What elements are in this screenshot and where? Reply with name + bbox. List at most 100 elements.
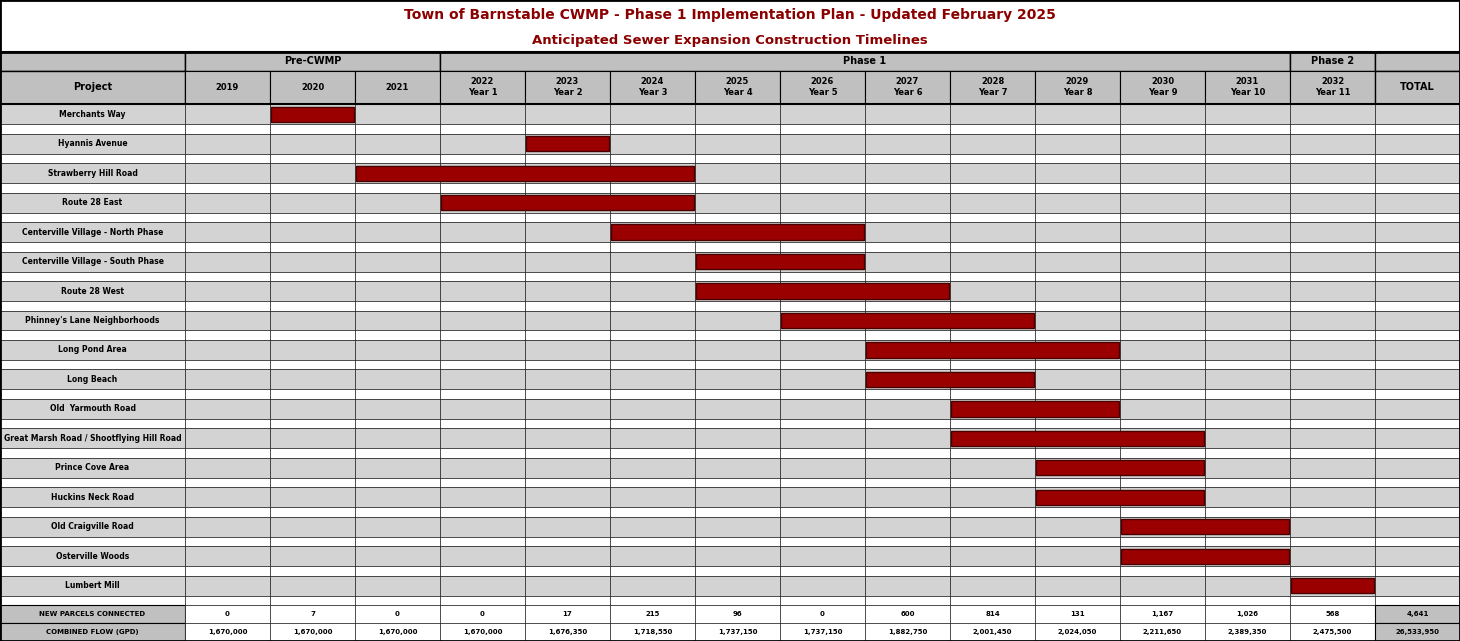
Bar bbox=[185, 478, 270, 487]
Bar bbox=[695, 576, 780, 595]
Bar bbox=[0, 623, 185, 641]
Bar bbox=[439, 192, 526, 213]
Bar bbox=[0, 369, 185, 390]
Bar bbox=[696, 283, 949, 299]
Bar bbox=[185, 192, 270, 213]
Bar bbox=[1035, 507, 1120, 517]
Text: 2026
Year 5: 2026 Year 5 bbox=[807, 78, 838, 97]
Bar bbox=[950, 242, 1035, 251]
Bar bbox=[439, 183, 526, 192]
Bar bbox=[1120, 183, 1204, 192]
Bar bbox=[185, 272, 270, 281]
Text: 2,211,650: 2,211,650 bbox=[1143, 629, 1183, 635]
Bar bbox=[185, 134, 270, 154]
Bar bbox=[950, 605, 1035, 623]
Bar bbox=[0, 360, 185, 369]
Bar bbox=[526, 487, 610, 507]
Bar bbox=[270, 369, 355, 390]
Bar bbox=[864, 71, 950, 104]
Bar bbox=[1204, 537, 1291, 546]
Text: TOTAL: TOTAL bbox=[1400, 82, 1435, 92]
Bar bbox=[355, 399, 439, 419]
Bar bbox=[610, 566, 695, 576]
Bar bbox=[1375, 272, 1460, 281]
Bar bbox=[1035, 605, 1120, 623]
Bar bbox=[864, 331, 950, 340]
Bar bbox=[780, 281, 864, 301]
Bar bbox=[355, 134, 439, 154]
Bar bbox=[1204, 428, 1291, 449]
Bar bbox=[1291, 340, 1375, 360]
Bar bbox=[526, 507, 610, 517]
Bar bbox=[864, 222, 950, 242]
Bar bbox=[185, 605, 270, 623]
Bar bbox=[950, 213, 1035, 222]
Bar bbox=[526, 124, 610, 134]
Bar bbox=[185, 213, 270, 222]
Bar bbox=[1375, 340, 1460, 360]
Bar bbox=[1204, 623, 1291, 641]
Bar bbox=[439, 595, 526, 605]
Bar bbox=[864, 154, 950, 163]
Bar bbox=[610, 154, 695, 163]
Bar bbox=[864, 419, 950, 428]
Bar bbox=[950, 134, 1035, 154]
Bar bbox=[0, 537, 185, 546]
Text: 2,001,450: 2,001,450 bbox=[972, 629, 1012, 635]
Bar bbox=[1375, 566, 1460, 576]
Bar bbox=[185, 576, 270, 595]
Bar bbox=[270, 222, 355, 242]
Bar bbox=[355, 310, 439, 331]
Text: Huckins Neck Road: Huckins Neck Road bbox=[51, 493, 134, 502]
Bar bbox=[1120, 360, 1204, 369]
Text: 1,670,000: 1,670,000 bbox=[293, 629, 333, 635]
Bar bbox=[950, 428, 1035, 449]
Bar bbox=[1204, 281, 1291, 301]
Bar bbox=[950, 192, 1035, 213]
Bar bbox=[780, 301, 864, 310]
Bar bbox=[1375, 154, 1460, 163]
Bar bbox=[526, 331, 610, 340]
Bar bbox=[185, 222, 270, 242]
Bar bbox=[185, 281, 270, 301]
Text: 1,026: 1,026 bbox=[1237, 611, 1259, 617]
Bar bbox=[270, 360, 355, 369]
Bar bbox=[1204, 301, 1291, 310]
Text: Prince Cove Area: Prince Cove Area bbox=[55, 463, 130, 472]
Bar bbox=[695, 154, 780, 163]
Bar bbox=[0, 183, 185, 192]
Bar bbox=[1035, 222, 1120, 242]
Bar bbox=[1120, 478, 1204, 487]
Bar bbox=[526, 340, 610, 360]
Bar bbox=[864, 546, 950, 566]
Bar bbox=[185, 360, 270, 369]
Bar bbox=[1291, 623, 1375, 641]
Bar bbox=[1291, 537, 1375, 546]
Text: 814: 814 bbox=[986, 611, 1000, 617]
Bar bbox=[950, 251, 1035, 272]
Bar bbox=[1291, 154, 1375, 163]
Bar bbox=[270, 546, 355, 566]
Bar bbox=[780, 331, 864, 340]
Bar bbox=[270, 272, 355, 281]
Bar bbox=[439, 576, 526, 595]
Bar bbox=[355, 104, 439, 124]
Bar bbox=[1375, 51, 1460, 71]
Text: 215: 215 bbox=[645, 611, 660, 617]
Text: 0: 0 bbox=[225, 611, 229, 617]
Bar bbox=[950, 449, 1035, 458]
Bar bbox=[1375, 517, 1460, 537]
Text: 1,670,000: 1,670,000 bbox=[463, 629, 502, 635]
Bar bbox=[780, 310, 864, 331]
Bar bbox=[950, 431, 1204, 446]
Bar bbox=[439, 537, 526, 546]
Bar bbox=[355, 163, 439, 183]
Bar bbox=[864, 183, 950, 192]
Bar bbox=[610, 517, 695, 537]
Text: 568: 568 bbox=[1326, 611, 1340, 617]
Bar bbox=[1204, 449, 1291, 458]
Bar bbox=[1035, 458, 1120, 478]
Bar bbox=[1035, 369, 1120, 390]
Bar bbox=[950, 487, 1035, 507]
Bar bbox=[1035, 251, 1120, 272]
